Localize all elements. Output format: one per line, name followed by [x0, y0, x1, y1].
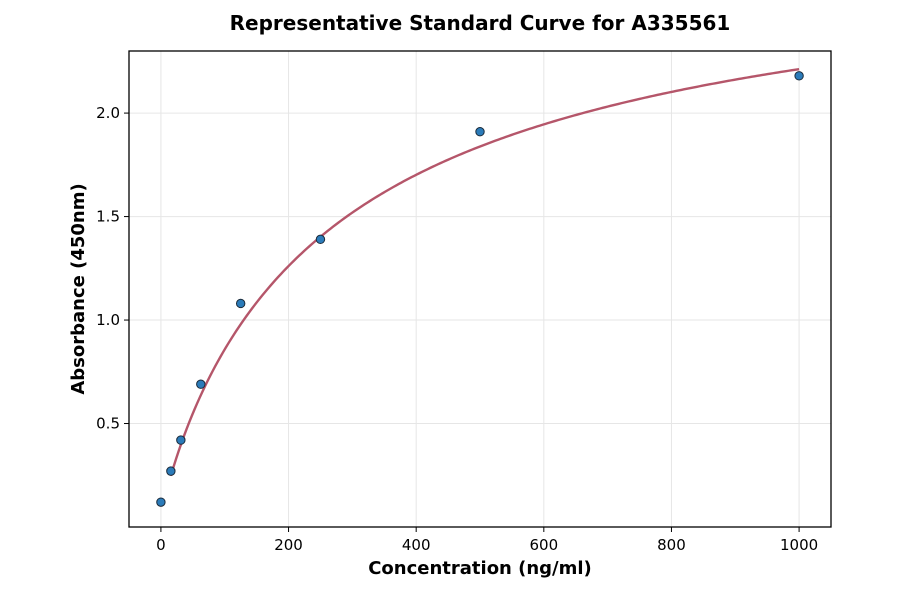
data-point — [315, 234, 326, 245]
data-points — [156, 71, 804, 507]
data-point — [176, 435, 186, 445]
x-axis-label: Concentration (ng/ml) — [368, 558, 592, 579]
chart-title: Representative Standard Curve for A33556… — [230, 11, 731, 35]
fit-curve — [169, 67, 800, 477]
plot-frame — [128, 50, 832, 528]
x-tick-label: 0 — [156, 536, 166, 554]
grid — [129, 51, 831, 527]
data-point — [166, 466, 176, 476]
y-tick-label: 1.5 — [96, 208, 120, 226]
y-tick-label: 1.0 — [96, 311, 120, 329]
x-tick-label: 600 — [529, 536, 558, 554]
x-tick-label: 1000 — [780, 536, 818, 554]
data-point — [196, 379, 206, 389]
data-point — [475, 127, 485, 137]
y-axis: 0.5 1.0 1.5 2.0 — [96, 104, 129, 433]
x-tick-label: 400 — [402, 536, 431, 554]
y-tick-label: 0.5 — [96, 415, 120, 433]
data-point — [235, 298, 246, 309]
y-tick-label: 2.0 — [96, 104, 120, 122]
data-point — [794, 71, 804, 81]
x-tick-label: 800 — [657, 536, 686, 554]
x-tick-label: 200 — [274, 536, 303, 554]
data-point — [156, 497, 166, 507]
y-axis-label: Absorbance (450nm) — [68, 183, 89, 394]
x-axis: 0 200 400 600 800 1000 — [156, 527, 818, 554]
